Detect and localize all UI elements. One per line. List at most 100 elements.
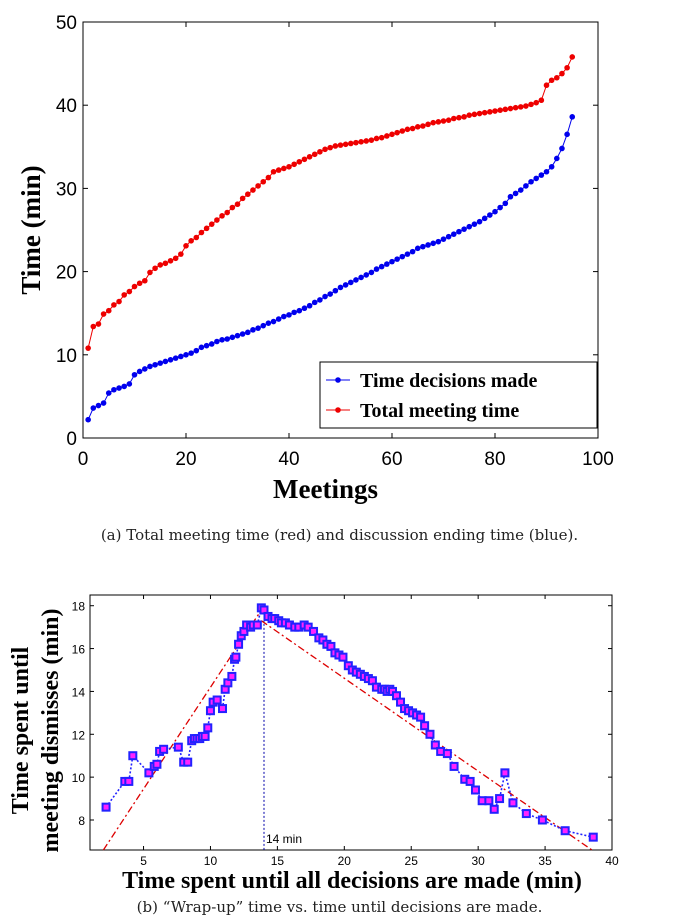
data-point [358,139,364,145]
data-point [466,112,473,118]
data-point [208,221,215,227]
data-point [100,400,107,406]
y-tick-label: 50 [56,13,77,34]
data-point [500,768,510,778]
data-point [489,804,499,814]
data-point [533,175,539,182]
data-point [260,178,267,185]
data-point [353,277,359,283]
data-point [234,639,244,649]
data-point [90,405,97,411]
wrap-up-scatter-chart: 5 10 15 20 25 30 35 40 8 10 12 14 16 18 Time spent unt… [8,594,619,894]
data-point [559,145,565,152]
data-point [543,82,550,89]
data-point [342,282,349,288]
data-point [286,312,292,318]
data-point [157,360,164,366]
data-point [404,126,411,133]
data-point [569,54,576,60]
legend-box [319,361,598,429]
data-point [445,117,452,123]
data-point [203,342,210,349]
data-point [368,137,375,143]
data-point [205,706,215,716]
data-point [476,110,483,117]
legend-label: Time decisions made [360,370,538,392]
data-point [183,352,189,358]
data-point [100,311,107,317]
data-point [172,355,179,361]
data-point [255,325,261,331]
data-point [167,356,174,363]
data-point [554,74,560,81]
data-point [548,77,555,84]
data-point [234,332,241,339]
data-point [188,238,194,244]
data-point [564,64,570,71]
data-point [554,155,560,162]
data-point [124,776,134,786]
data-point [136,280,143,287]
data-point [420,123,426,129]
data-point [435,119,442,125]
data-point [470,785,480,795]
data-point [564,131,570,138]
data-point [301,156,308,163]
chart-a-caption: (a) Total meeting time (red) and discuss… [100,526,579,544]
data-point [528,178,534,185]
data-point [471,221,478,227]
data-point [487,212,493,218]
data-point [95,402,102,409]
x-tick-label: 10 [204,854,218,868]
data-point [322,293,328,300]
data-point [265,174,272,181]
data-point [234,201,241,208]
chart-b-series [101,603,598,851]
data-point [172,255,179,262]
data-point [126,381,133,387]
data-point [537,815,547,825]
data-point [142,277,148,284]
x-tick-label: 20 [338,854,352,868]
data-point [569,114,576,120]
data-point [111,302,117,308]
data-point [198,229,205,236]
series-line-total [87,56,573,349]
data-point [394,129,400,136]
data-point [208,341,215,347]
data-point [296,307,303,314]
data-point [85,416,91,423]
data-point [373,266,380,272]
data-point [121,383,127,390]
data-point [456,228,462,235]
legend-swatch-marker [335,377,341,383]
data-point [332,287,339,294]
data-point [440,236,447,242]
data-point [507,193,514,200]
data-point [183,243,189,249]
data-point [229,334,236,341]
data-point [497,107,503,113]
data-point [420,721,430,731]
data-point [311,151,318,158]
legend-swatch-marker [335,407,341,413]
data-point [521,809,531,819]
data-point [445,233,452,240]
data-point [461,226,467,232]
y-tick-label: 10 [56,346,77,367]
data-point [178,353,184,360]
data-point [368,269,375,276]
data-point [425,729,435,739]
data-point [523,183,529,189]
data-point [512,104,519,111]
data-point [481,109,488,116]
data-point [363,272,370,278]
data-point [512,190,519,197]
data-point [507,105,514,112]
y-tick-label: 30 [56,179,77,200]
data-point [538,97,545,104]
data-point [435,238,442,245]
data-point [275,316,282,322]
x-tick-label: 20 [175,449,196,470]
data-point [239,195,246,202]
